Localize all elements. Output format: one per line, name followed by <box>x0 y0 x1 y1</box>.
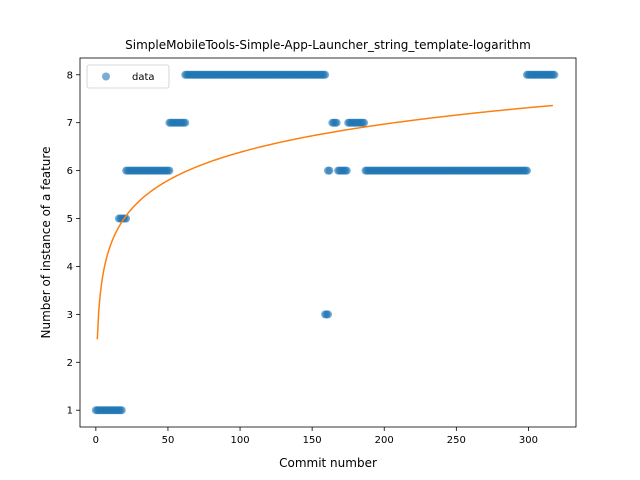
data-point <box>324 310 332 319</box>
x-tick-label: 250 <box>447 435 466 446</box>
data-point <box>165 166 174 175</box>
y-tick-label: 3 <box>67 310 73 321</box>
chart-title: SimpleMobileTools-Simple-App-Launcher_st… <box>125 38 531 52</box>
data-point <box>117 406 126 415</box>
y-tick-label: 4 <box>67 262 73 273</box>
y-tick-label: 5 <box>67 214 73 225</box>
data-point <box>122 214 131 223</box>
x-tick-label: 0 <box>93 435 99 446</box>
data-point <box>550 70 559 79</box>
y-tick-label: 1 <box>67 406 73 417</box>
legend: data <box>86 64 170 89</box>
data-point <box>181 118 190 127</box>
data-point <box>321 70 330 79</box>
legend-label-data: data <box>132 72 155 83</box>
plot-area-frame <box>79 57 577 428</box>
x-tick-label: 50 <box>162 435 175 446</box>
legend-box <box>86 64 170 89</box>
plot-marks <box>91 70 559 415</box>
y-tick-label: 6 <box>67 166 73 177</box>
x-tick-label: 200 <box>375 435 394 446</box>
data-point <box>360 118 369 127</box>
data-point <box>332 118 341 127</box>
axis-ticks: 0 50 100 150 200 250 300 1 2 3 4 5 6 7 8 <box>67 70 538 446</box>
y-tick-label: 2 <box>67 358 73 369</box>
x-tick-label: 150 <box>303 435 322 446</box>
y-axis-label: Number of instance of a feature <box>39 147 53 339</box>
x-tick-label: 100 <box>230 435 249 446</box>
x-tick-label: 300 <box>519 435 538 446</box>
fit-curve <box>96 104 553 340</box>
data-point <box>342 166 351 175</box>
y-tick-label: 8 <box>67 70 73 81</box>
data-point <box>325 166 334 175</box>
x-axis-label: Commit number <box>279 456 377 470</box>
y-tick-label: 7 <box>67 118 73 129</box>
legend-marker-data <box>102 72 110 81</box>
data-point <box>522 166 531 175</box>
